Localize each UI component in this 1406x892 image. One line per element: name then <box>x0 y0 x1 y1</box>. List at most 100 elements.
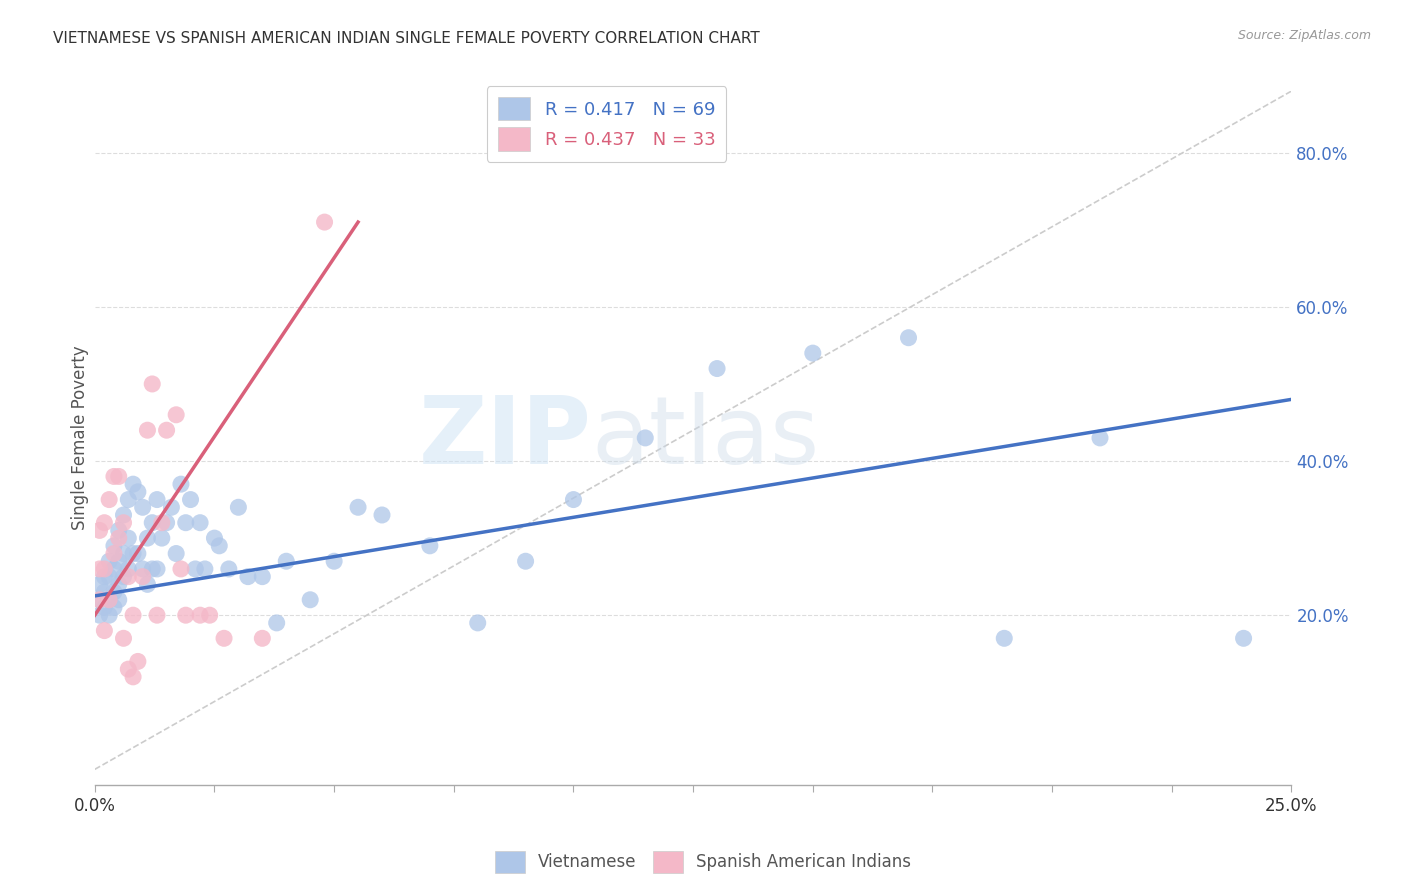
Point <box>122 477 145 491</box>
Point <box>165 547 187 561</box>
Point <box>150 531 173 545</box>
Point <box>117 569 139 583</box>
Point <box>131 562 153 576</box>
Point <box>131 500 153 515</box>
Legend: R = 0.417   N = 69, R = 0.437   N = 33: R = 0.417 N = 69, R = 0.437 N = 33 <box>486 87 725 161</box>
Point <box>155 516 177 530</box>
Point <box>107 531 129 545</box>
Point <box>299 592 322 607</box>
Point <box>89 608 111 623</box>
Point <box>89 562 111 576</box>
Point <box>89 592 111 607</box>
Text: ZIP: ZIP <box>419 392 592 484</box>
Point <box>107 592 129 607</box>
Point <box>562 492 585 507</box>
Point <box>141 376 163 391</box>
Point <box>1088 431 1111 445</box>
Point <box>170 477 193 491</box>
Point <box>117 662 139 676</box>
Point <box>174 516 197 530</box>
Point <box>89 592 111 607</box>
Point <box>98 608 121 623</box>
Point <box>146 492 169 507</box>
Point <box>204 531 226 545</box>
Point <box>93 569 115 583</box>
Point <box>228 500 250 515</box>
Point <box>141 516 163 530</box>
Point <box>131 569 153 583</box>
Point <box>212 632 235 646</box>
Point <box>136 577 159 591</box>
Point <box>107 469 129 483</box>
Point <box>122 608 145 623</box>
Point <box>103 562 125 576</box>
Point <box>103 600 125 615</box>
Point <box>107 577 129 591</box>
Point <box>103 539 125 553</box>
Point <box>218 562 240 576</box>
Point <box>170 562 193 576</box>
Point <box>112 547 135 561</box>
Point <box>107 554 129 568</box>
Point <box>150 516 173 530</box>
Point <box>93 624 115 638</box>
Point <box>236 569 259 583</box>
Point <box>706 361 728 376</box>
Point <box>127 484 149 499</box>
Point <box>180 492 202 507</box>
Point <box>136 423 159 437</box>
Point <box>117 562 139 576</box>
Point <box>252 569 274 583</box>
Y-axis label: Single Female Poverty: Single Female Poverty <box>72 345 89 530</box>
Point <box>98 492 121 507</box>
Point <box>634 431 657 445</box>
Point <box>266 615 288 630</box>
Point <box>136 531 159 545</box>
Point <box>993 632 1015 646</box>
Point <box>93 562 115 576</box>
Point <box>323 554 346 568</box>
Point <box>93 585 115 599</box>
Point <box>112 516 135 530</box>
Point <box>93 600 115 615</box>
Point <box>89 524 111 538</box>
Text: Source: ZipAtlas.com: Source: ZipAtlas.com <box>1237 29 1371 42</box>
Point <box>165 408 187 422</box>
Point <box>107 524 129 538</box>
Point <box>194 562 217 576</box>
Point <box>897 331 920 345</box>
Point <box>112 632 135 646</box>
Point <box>347 500 370 515</box>
Point <box>188 516 211 530</box>
Point <box>1232 632 1254 646</box>
Point <box>117 492 139 507</box>
Point <box>371 508 394 522</box>
Legend: Vietnamese, Spanish American Indians: Vietnamese, Spanish American Indians <box>488 845 918 880</box>
Point <box>103 547 125 561</box>
Point <box>122 670 145 684</box>
Point <box>98 554 121 568</box>
Point <box>103 469 125 483</box>
Point <box>276 554 298 568</box>
Point <box>98 569 121 583</box>
Point <box>184 562 207 576</box>
Point <box>419 539 441 553</box>
Point <box>103 585 125 599</box>
Point <box>127 547 149 561</box>
Point <box>146 608 169 623</box>
Point <box>93 516 115 530</box>
Point <box>155 423 177 437</box>
Text: atlas: atlas <box>592 392 820 484</box>
Point <box>98 592 121 607</box>
Point <box>98 592 121 607</box>
Point <box>112 508 135 522</box>
Point <box>801 346 824 360</box>
Point <box>141 562 163 576</box>
Point <box>467 615 489 630</box>
Text: VIETNAMESE VS SPANISH AMERICAN INDIAN SINGLE FEMALE POVERTY CORRELATION CHART: VIETNAMESE VS SPANISH AMERICAN INDIAN SI… <box>53 31 761 46</box>
Point <box>252 632 274 646</box>
Point <box>127 655 149 669</box>
Point <box>160 500 183 515</box>
Point <box>89 577 111 591</box>
Point <box>174 608 197 623</box>
